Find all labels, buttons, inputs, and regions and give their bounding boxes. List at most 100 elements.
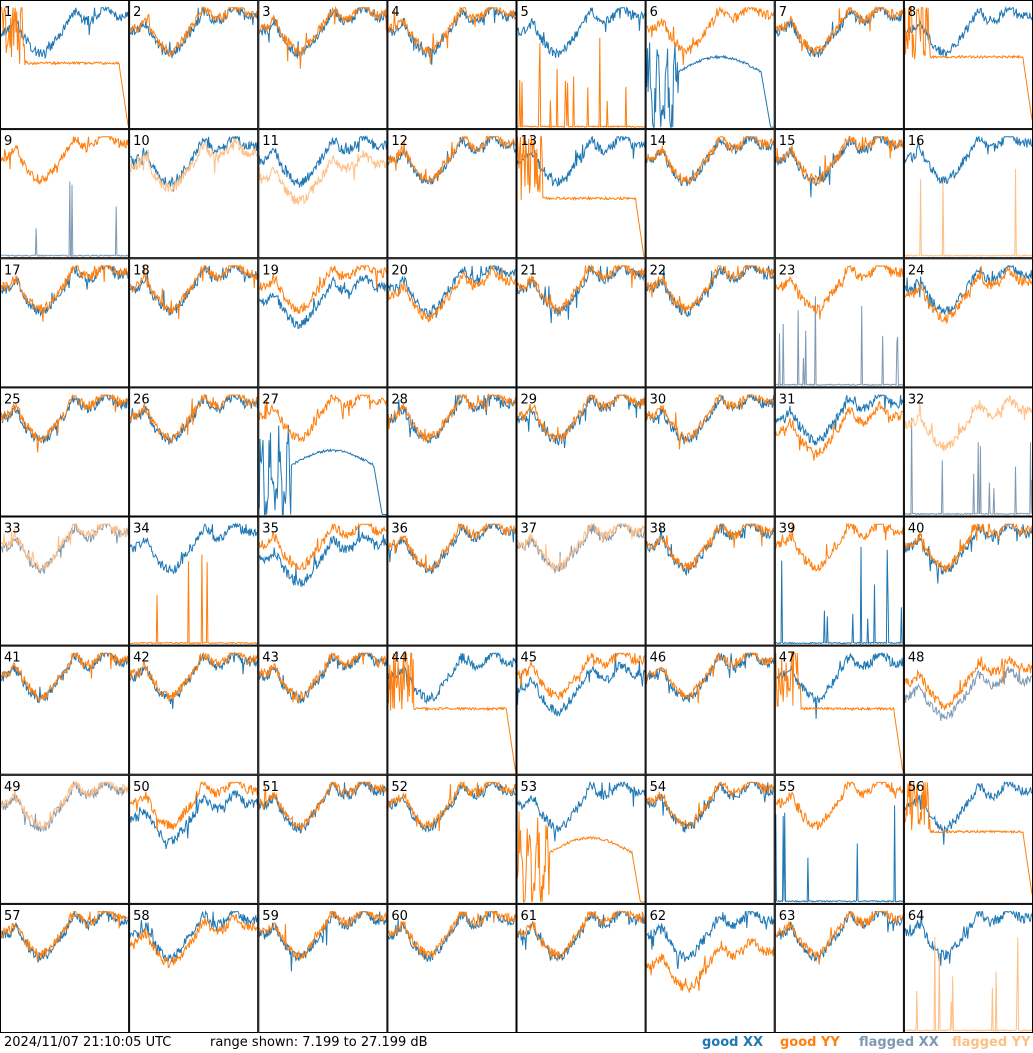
panel-border [129, 903, 259, 1033]
panel-border [0, 903, 130, 1033]
series-yy-49 [0, 780, 129, 830]
panel-label: 16 [908, 134, 925, 149]
panel-13: 13 [516, 129, 646, 259]
series-xx-47 [775, 652, 904, 719]
panel-47: 47 [774, 645, 904, 775]
panel-6: 6 [645, 0, 775, 130]
series-xx-1 [0, 6, 129, 59]
panel-24: 24 [903, 258, 1033, 388]
panel-border [387, 774, 517, 904]
panel-border [129, 0, 259, 130]
series-yy-52 [387, 781, 516, 832]
panel-label: 47 [779, 651, 796, 666]
panel-2: 2 [129, 0, 259, 130]
panel-label: 49 [4, 780, 21, 795]
panel-7: 7 [774, 0, 904, 130]
series-yy-14 [646, 135, 775, 185]
series-yy-36 [387, 522, 516, 574]
panel-label: 62 [650, 909, 667, 924]
panel-61: 61 [516, 903, 646, 1033]
series-xx-10 [129, 135, 258, 192]
panel-border [258, 774, 388, 904]
series-yy-56 [904, 782, 1033, 895]
panel-36: 36 [387, 516, 517, 646]
series-yy-63 [775, 909, 904, 965]
panel-label: 54 [650, 780, 667, 795]
series-yy-10 [129, 137, 258, 193]
series-yy-48 [904, 656, 1033, 712]
panel-53: 53 [516, 774, 646, 904]
panel-57: 57 [0, 903, 130, 1033]
series-yy-2 [129, 5, 258, 58]
panel-label: 32 [908, 392, 925, 407]
series-xx-50 [129, 790, 258, 849]
legend-good-xx: good XX [702, 1035, 764, 1050]
panel-42: 42 [129, 645, 259, 775]
panel-33: 33 [0, 516, 130, 646]
series-yy-50 [129, 780, 258, 830]
series-xx-31 [775, 394, 904, 446]
panel-label: 53 [521, 780, 538, 795]
panel-border [0, 774, 130, 904]
panel-label: 4 [391, 5, 399, 20]
panel-label: 2 [133, 5, 141, 20]
panel-label: 27 [262, 392, 279, 407]
series-yy-54 [646, 781, 775, 830]
panel-border [645, 645, 775, 775]
series-yy-8 [904, 7, 1033, 120]
series-yy-62 [646, 937, 775, 994]
panel-label: 44 [391, 651, 408, 666]
panel-label: 37 [521, 522, 538, 537]
panel-label: 50 [133, 780, 150, 795]
series-xx-48 [904, 666, 1032, 722]
panel-border [516, 516, 646, 646]
panel-border [387, 129, 517, 259]
panel-label: 19 [262, 263, 279, 278]
panel-28: 28 [387, 387, 517, 517]
panel-label: 3 [262, 5, 270, 20]
series-xx-8 [904, 5, 1033, 58]
panel-label: 21 [521, 263, 538, 278]
panel-5: 5 [516, 0, 646, 130]
panel-30: 30 [645, 387, 775, 517]
series-xx-11 [258, 135, 387, 188]
panel-55: 55 [774, 774, 904, 904]
series-yy-24 [904, 265, 1033, 325]
panel-label: 57 [4, 909, 21, 924]
panel-border [0, 645, 130, 775]
series-yy-21 [517, 263, 646, 315]
panel-border [645, 516, 775, 646]
panel-label: 26 [133, 392, 150, 407]
series-yy-47 [775, 652, 904, 772]
panel-border [774, 0, 904, 130]
series-yy-11 [258, 150, 387, 206]
panel-40: 40 [903, 516, 1033, 646]
series-yy-42 [129, 651, 258, 702]
panel-border [645, 0, 775, 130]
panel-border [258, 903, 388, 1033]
panel-label: 1 [4, 5, 12, 20]
series-yy-18 [129, 263, 258, 319]
footer-bar: 2024/11/07 21:10:05 UTC range shown: 7.1… [0, 1033, 1033, 1053]
timestamp: 2024/11/07 21:10:05 UTC [4, 1035, 172, 1050]
series-yy-22 [646, 264, 775, 314]
panel-3: 3 [258, 0, 388, 130]
panel-label: 43 [262, 651, 279, 666]
panel-label: 64 [908, 909, 925, 924]
panel-21: 21 [516, 258, 646, 388]
series-yy-34 [129, 554, 258, 645]
panel-label: 41 [4, 651, 21, 666]
series-xx-13 [517, 135, 646, 187]
panel-label: 10 [133, 134, 150, 149]
panel-label: 61 [521, 909, 538, 924]
panel-label: 34 [133, 522, 150, 537]
panel-label: 8 [908, 5, 916, 20]
panel-label: 31 [779, 392, 796, 407]
panel-label: 18 [133, 263, 150, 278]
panel-label: 55 [779, 780, 796, 795]
series-xx-35 [258, 525, 387, 587]
panel-border [129, 387, 259, 517]
series-yy-1 [1, 7, 129, 126]
series-yy-46 [646, 651, 775, 704]
series-xx-62 [646, 910, 775, 970]
